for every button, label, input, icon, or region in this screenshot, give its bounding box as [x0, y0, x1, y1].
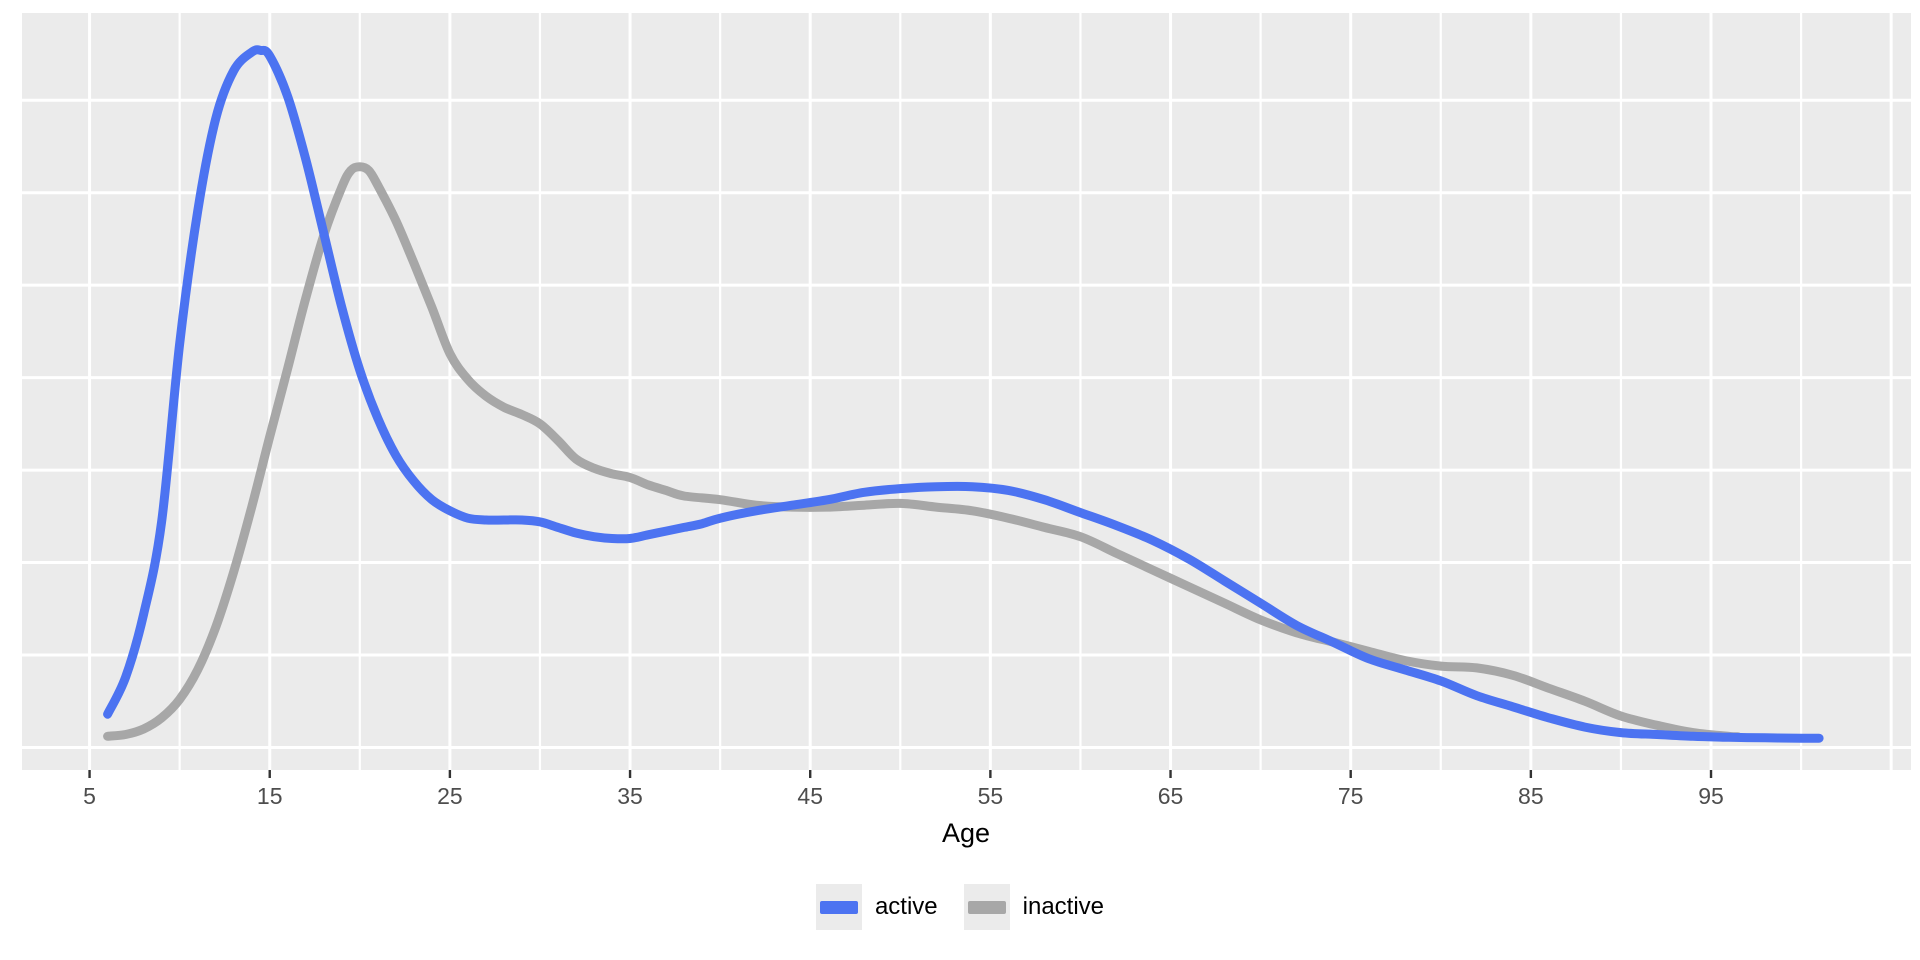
legend-entry-inactive: inactive [963, 884, 1105, 930]
x-tick-label: 35 [617, 783, 643, 809]
legend-key [963, 884, 1010, 930]
x-axis-title: Age [941, 818, 991, 848]
inactive-density-curve [103, 162, 1743, 742]
legend-label-inactive: inactive [1022, 893, 1105, 920]
x-tick-label: 65 [1158, 783, 1184, 809]
inactive-line-swatch-icon [967, 900, 1006, 914]
x-tick-label: 45 [797, 783, 823, 809]
x-tick-label: 85 [1518, 783, 1544, 809]
legend-label-active: active [874, 893, 938, 920]
plot-panel [22, 13, 1911, 770]
active-density-curve [103, 45, 1824, 743]
legend-key [815, 884, 862, 930]
x-tick-label: 5 [83, 783, 96, 809]
legend-entry-active: active [815, 884, 938, 930]
legend: active inactive [0, 884, 1920, 930]
x-tick-label: 25 [437, 783, 463, 809]
x-tick-label: 15 [257, 783, 283, 809]
x-tick-label: 95 [1698, 783, 1724, 809]
x-tick-label: 75 [1338, 783, 1364, 809]
x-tick-label: 55 [978, 783, 1004, 809]
active-line-swatch-icon [819, 900, 858, 914]
